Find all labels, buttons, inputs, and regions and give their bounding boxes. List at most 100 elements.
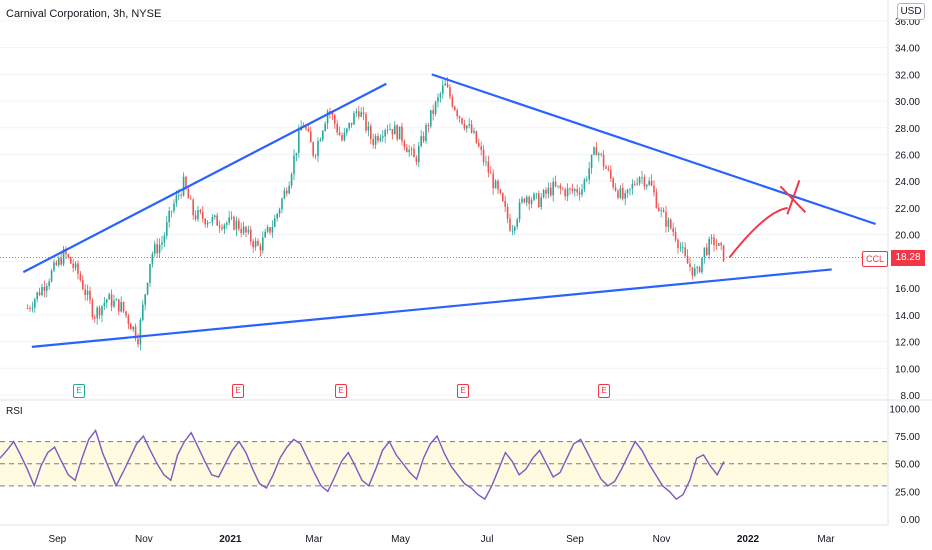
candle (461, 117, 463, 125)
candle (662, 207, 665, 213)
candle (715, 238, 718, 250)
candle (693, 263, 696, 277)
candle (593, 146, 595, 156)
time-tick-label: Nov (135, 534, 153, 545)
candle (641, 170, 643, 184)
candle (180, 192, 182, 199)
candle (444, 79, 446, 86)
candle (595, 142, 598, 156)
earnings-marker-3[interactable]: E (335, 384, 347, 398)
candle (396, 124, 398, 142)
price-tick-label: 28.00 (895, 124, 920, 135)
projection-cross-b (786, 179, 801, 215)
candle (626, 188, 629, 198)
price-tick-label: 16.00 (895, 284, 920, 295)
price-axis[interactable]: 36.00 34.00 32.00 30.00 28.00 26.00 24.00 22.00… (887, 0, 921, 402)
candle (468, 117, 470, 129)
candle (379, 134, 382, 143)
candle (84, 284, 86, 301)
candle (557, 185, 559, 189)
candle (609, 165, 612, 182)
candle (401, 122, 403, 146)
candle (129, 322, 132, 330)
candle (509, 213, 511, 232)
candle (561, 186, 564, 191)
candle (537, 190, 540, 208)
candle (53, 259, 55, 273)
candle (350, 122, 353, 128)
price-tick-label: 24.00 (895, 177, 920, 188)
candle (281, 197, 283, 214)
trendlines (22, 73, 876, 348)
candle (518, 198, 521, 223)
candle (470, 120, 473, 134)
earnings-marker-2[interactable]: E (232, 384, 244, 398)
last-price-badge: 18.28 (891, 250, 925, 266)
candle (141, 300, 144, 322)
earnings-marker-5[interactable]: E (598, 384, 610, 398)
candle (552, 177, 554, 202)
candle (542, 188, 545, 199)
candle (173, 199, 175, 214)
candle (513, 225, 516, 235)
candle (583, 177, 586, 193)
candle (96, 305, 98, 325)
candle (158, 238, 161, 258)
candle (278, 207, 281, 218)
candle (86, 284, 89, 301)
candle (62, 245, 65, 267)
candle (125, 310, 127, 319)
candle (288, 181, 290, 195)
candle (29, 305, 31, 312)
candle (569, 187, 571, 195)
candle (521, 196, 523, 205)
currency-button[interactable]: USD (897, 3, 925, 20)
candle (717, 242, 720, 247)
candle (321, 129, 324, 142)
projection-curve (728, 206, 788, 259)
candle (477, 138, 480, 148)
candle (624, 189, 626, 206)
candle (264, 228, 266, 238)
candle (578, 187, 581, 201)
price-tick-label: 8.00 (901, 391, 921, 402)
candle (657, 203, 660, 212)
candle (31, 301, 34, 313)
candle (672, 222, 674, 237)
candle (573, 188, 576, 197)
candle (482, 145, 485, 166)
candle (189, 194, 192, 200)
candle (377, 133, 379, 144)
price-tick-label: 36.00 (895, 17, 920, 28)
time-axis[interactable]: Sep Nov 2021 Mar May Jul Sep Nov 2022 Mar (0, 524, 888, 545)
candle (504, 195, 506, 213)
ticker-badge: CCL (862, 251, 888, 267)
candle (269, 226, 271, 235)
price-tick-label: 20.00 (895, 231, 920, 242)
earnings-marker-4[interactable]: E (457, 384, 469, 398)
candle (686, 249, 689, 264)
candle (713, 233, 715, 252)
candle (293, 149, 295, 181)
rsi-pane-label: RSI (6, 406, 23, 417)
candle (689, 257, 691, 272)
rsi-tick-label: 0.00 (901, 515, 921, 526)
candle (235, 216, 238, 237)
price-tick-label: 32.00 (895, 70, 920, 81)
rsi-axis[interactable]: 100.00 75.00 50.00 25.00 0.00 (887, 400, 921, 526)
candle (549, 182, 552, 198)
candle (581, 183, 583, 198)
candle (333, 113, 336, 129)
candle (633, 180, 636, 186)
candle (98, 305, 101, 320)
candle (144, 293, 146, 311)
candle (182, 172, 185, 197)
candle (285, 187, 288, 197)
candle (225, 221, 228, 229)
earnings-marker-1[interactable]: E (73, 384, 85, 398)
candle (211, 213, 214, 227)
candle (233, 215, 235, 231)
candle (494, 179, 497, 189)
candle (228, 210, 230, 226)
